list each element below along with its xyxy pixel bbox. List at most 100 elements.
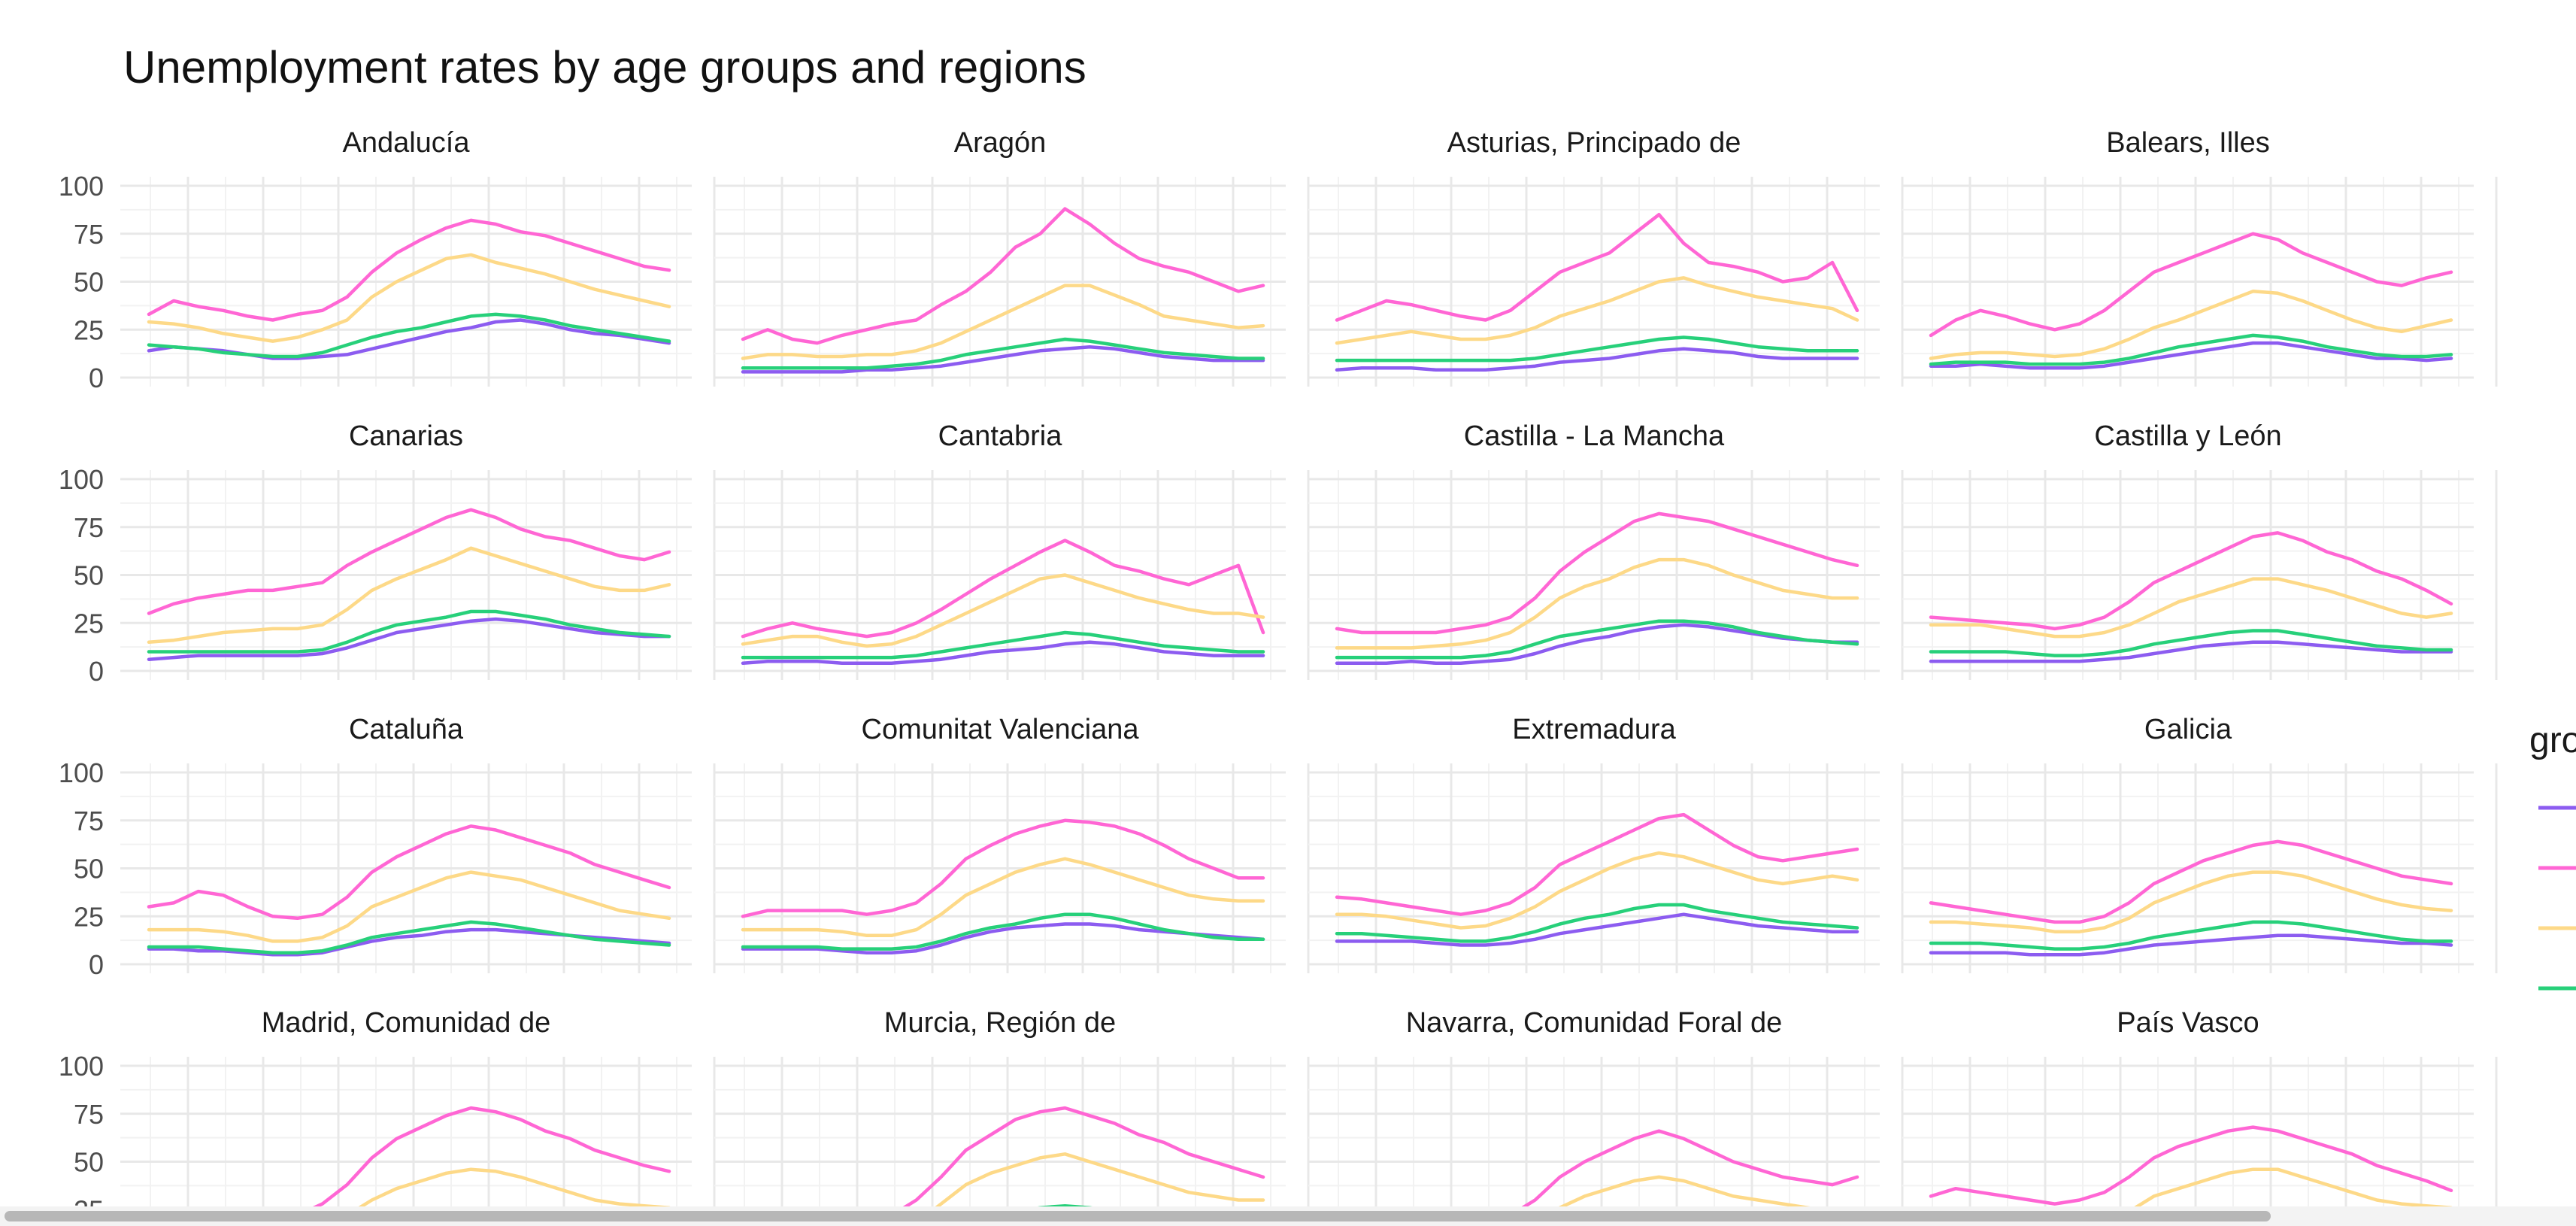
facet-panel: País Vasco: [1902, 1007, 2498, 1226]
facet-label: Comunitat Valenciana: [862, 714, 1140, 745]
series-line-green: [1335, 335, 1859, 363]
y-tick-label: 25: [74, 901, 104, 932]
facet-panel: Balears, Illes: [1902, 127, 2498, 387]
facet-label: Extremadura: [1512, 714, 1676, 745]
facet-label: Murcia, Región de: [884, 1007, 1116, 1039]
horizontal-scrollbar-thumb[interactable]: [5, 1211, 2271, 1221]
series-line-pink: [741, 1106, 1265, 1221]
y-tick-label: 50: [74, 1147, 104, 1178]
series-line-pink: [147, 508, 671, 615]
series-line-yellow: [147, 870, 671, 943]
series-line-pink: [741, 539, 1265, 639]
series-line-yellow: [1929, 577, 2453, 639]
y-tick-label: 100: [59, 464, 104, 495]
facet-label: Asturias, Principado de: [1447, 127, 1741, 159]
facet-label: Madrid, Comunidad de: [262, 1007, 550, 1039]
facet-label: País Vasco: [2117, 1007, 2259, 1039]
series-line-yellow: [904, 1152, 1265, 1226]
y-tick-label: 25: [74, 314, 104, 345]
series-line-yellow: [323, 1167, 671, 1226]
facet-label: Aragón: [954, 127, 1047, 159]
series-line-yellow: [741, 284, 1265, 360]
series-line-green: [741, 337, 1265, 370]
series-line-purple: [741, 344, 1265, 374]
series-line-purple: [1335, 912, 1859, 947]
y-tick-label: 50: [74, 267, 104, 298]
series-line-yellow: [741, 857, 1265, 938]
series-line-green: [741, 630, 1265, 660]
series-line-pink: [1929, 232, 2453, 338]
facet-panel: Extremadura: [1308, 714, 1904, 973]
facet-label: Navarra, Comunidad Foral de: [1406, 1007, 1783, 1039]
y-tick-label: 0: [89, 949, 104, 980]
series-line-purple: [1929, 640, 2453, 663]
series-line-yellow: [1335, 851, 1859, 930]
series-line-yellow: [1335, 557, 1859, 650]
series-line-pink: [1335, 213, 1859, 322]
series-line-green: [1335, 619, 1859, 660]
series-line-yellow: [1929, 870, 2453, 933]
legend: gro: [2529, 721, 2576, 991]
facet-panel: Asturias, Principado de: [1308, 127, 1904, 387]
panels-grid: Andalucía 100 75 50 25 0 Aragón Asturias, Princ…: [59, 127, 2498, 1226]
facet-panel: Canarias 100 75 50 25 0: [59, 420, 716, 687]
series-line-green: [1929, 920, 2453, 951]
series-line-green: [147, 920, 671, 954]
y-tick-label: 100: [59, 757, 104, 788]
y-tick-label: 75: [74, 219, 104, 250]
facet-panel: Comunitat Valenciana: [714, 714, 1310, 973]
facet-label: Castilla y León: [2094, 420, 2281, 452]
facet-label: Cantabria: [938, 420, 1063, 452]
y-tick-label: 100: [59, 1051, 104, 1082]
series-line-purple: [741, 640, 1265, 666]
series-line-yellow: [147, 546, 671, 645]
series-line-pink: [1929, 839, 2453, 924]
y-tick-label: 75: [74, 512, 104, 543]
y-tick-label: 50: [74, 560, 104, 591]
series-line-green: [1929, 333, 2453, 366]
facet-panel: Galicia: [1902, 714, 2498, 973]
series-line-pink: [1351, 1129, 1859, 1226]
series-line-pink: [147, 824, 671, 921]
series-line-green: [147, 312, 671, 359]
series-line-pink: [1335, 511, 1859, 635]
facet-panel: Aragón: [714, 127, 1310, 387]
y-tick-label: 100: [59, 171, 104, 202]
facet-label: Cataluña: [349, 714, 464, 745]
facet-panel: Castilla - La Mancha: [1308, 420, 1904, 680]
series-line-purple: [1335, 623, 1859, 666]
series-line-purple: [1929, 933, 2453, 957]
facet-panel: Murcia, Región de: [714, 1007, 1310, 1226]
facet-panel: Cantabria: [714, 420, 1310, 680]
facet-panel: Navarra, Comunidad Foral de: [1308, 1007, 1904, 1226]
series-line-yellow: [1335, 276, 1859, 345]
series-line-pink: [1929, 1125, 2453, 1206]
series-line-pink: [147, 218, 671, 322]
y-tick-label: 75: [74, 806, 104, 836]
facet-panel: Castilla y León: [1902, 420, 2498, 680]
series-line-yellow: [741, 573, 1265, 648]
series-line-green: [1929, 629, 2453, 657]
facet-label: Andalucía: [342, 127, 470, 159]
series-line-pink: [741, 818, 1265, 918]
legend-title: gro: [2529, 721, 2576, 760]
facet-label: Castilla - La Mancha: [1464, 420, 1725, 452]
y-tick-label: 75: [74, 1099, 104, 1130]
series-line-purple: [1335, 347, 1859, 372]
facet-label: Balears, Illes: [2106, 127, 2270, 159]
y-tick-label: 0: [89, 656, 104, 687]
facet-panel: Madrid, Comunidad de1007550250: [59, 1007, 716, 1226]
y-tick-label: 0: [89, 363, 104, 393]
series-line-green: [1335, 903, 1859, 943]
chart-title: Unemployment rates by age groups and reg…: [123, 42, 1086, 93]
series-line-pink: [741, 207, 1265, 345]
series-line-yellow: [1523, 1175, 1859, 1226]
facet-label: Galicia: [2144, 714, 2232, 745]
series-line-purple: [1929, 341, 2453, 370]
series-line-green: [741, 912, 1265, 951]
series-line-purple: [147, 617, 671, 661]
series-line-green: [147, 609, 671, 654]
series-line-pink: [1929, 531, 2453, 631]
facet-panel: Andalucía 100 75 50 25 0: [59, 127, 716, 393]
